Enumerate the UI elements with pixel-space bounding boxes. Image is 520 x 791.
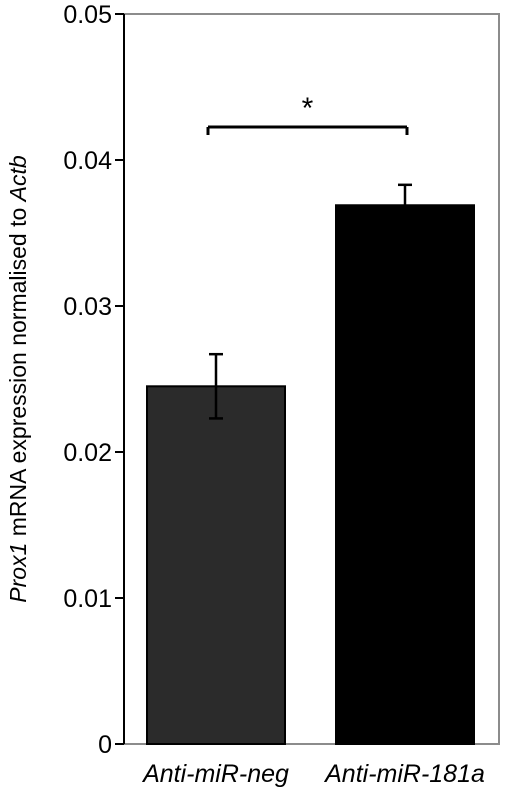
y-axis-title: Prox1 mRNA expression normalised to Actb — [5, 155, 31, 603]
bar — [335, 204, 475, 745]
x-category-label: Anti-miR-181a — [323, 760, 485, 788]
y-axis-title-middle: mRNA expression normalised to — [5, 201, 31, 542]
significance-label: * — [302, 92, 314, 125]
y-axis-title-gene: Prox1 — [5, 543, 31, 603]
y-tick-label: 0.01 — [63, 585, 112, 613]
y-axis-title-reference: Actb — [5, 155, 31, 203]
y-tick-label: 0.02 — [63, 439, 112, 467]
y-tick-label: 0 — [98, 731, 112, 759]
x-category-label: Anti-miR-neg — [141, 760, 289, 788]
bar — [146, 385, 286, 745]
y-tick-label: 0.05 — [63, 1, 112, 29]
y-tick-label: 0.03 — [63, 293, 112, 321]
y-tick-label: 0.04 — [63, 147, 112, 175]
